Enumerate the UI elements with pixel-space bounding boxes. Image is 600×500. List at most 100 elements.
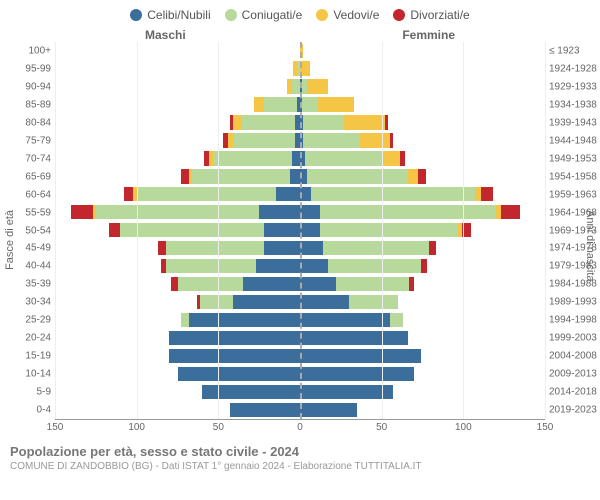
bar-segment xyxy=(303,115,344,129)
birth-year-label: 1954-1958 xyxy=(549,171,600,182)
legend-label: Vedovi/e xyxy=(333,8,379,22)
bar-segment xyxy=(360,133,389,147)
x-tick-label: 150 xyxy=(47,422,64,433)
bar-segment xyxy=(166,259,256,273)
age-band-label: 75-79 xyxy=(15,135,51,146)
age-band-label: 30-34 xyxy=(15,297,51,308)
bar-segment xyxy=(71,205,92,219)
legend-swatch xyxy=(130,9,142,21)
bar-segment xyxy=(292,151,300,165)
male-half xyxy=(55,114,300,132)
bar-segment xyxy=(233,133,295,147)
bar-segment xyxy=(233,115,241,129)
age-band-label: 50-54 xyxy=(15,225,51,236)
female-half xyxy=(300,168,545,186)
bar-segment xyxy=(300,277,336,291)
age-band-label: 65-69 xyxy=(15,171,51,182)
age-band-label: 25-29 xyxy=(15,315,51,326)
bar-segment xyxy=(254,97,264,111)
male-half xyxy=(55,60,300,78)
bar-segment xyxy=(408,169,418,183)
female-half xyxy=(300,239,545,257)
bar-segment xyxy=(300,313,390,327)
bar-segment xyxy=(320,223,459,237)
bar-segment xyxy=(158,241,166,255)
female-title: Femmine xyxy=(402,28,455,42)
male-half xyxy=(55,168,300,186)
bar-segment xyxy=(202,385,300,399)
bar-segment xyxy=(418,169,426,183)
gridline xyxy=(545,42,546,419)
bar-segment xyxy=(344,115,385,129)
age-band-label: 10-14 xyxy=(15,369,51,380)
bar-segment xyxy=(233,295,300,309)
birth-year-label: 1934-1938 xyxy=(549,99,600,110)
bar-segment xyxy=(120,223,264,237)
bar-segment xyxy=(96,205,259,219)
bar-segment xyxy=(300,259,328,273)
x-axis: 15010050050100150 xyxy=(55,420,545,438)
bar-segment xyxy=(189,313,300,327)
x-tick-label: 100 xyxy=(455,422,472,433)
legend: Celibi/NubiliConiugati/eVedovi/eDivorzia… xyxy=(0,8,600,22)
age-band-label: 5-9 xyxy=(15,387,51,398)
bar-segment xyxy=(305,151,383,165)
bar-segment xyxy=(318,97,354,111)
birth-year-label: 2014-2018 xyxy=(549,387,600,398)
bar-segment xyxy=(307,79,328,93)
bar-segment xyxy=(178,367,301,381)
bar-segment xyxy=(300,349,421,363)
bar-segment xyxy=(320,205,496,219)
birth-year-label: 1969-1973 xyxy=(549,225,600,236)
footer-title: Popolazione per età, sesso e stato civil… xyxy=(10,444,590,459)
bar-segment xyxy=(109,223,120,237)
bar-segment xyxy=(429,241,436,255)
birth-year-label: 1994-1998 xyxy=(549,315,600,326)
male-half xyxy=(55,383,300,401)
female-half xyxy=(300,365,545,383)
male-title: Maschi xyxy=(145,28,186,42)
age-band-label: 55-59 xyxy=(15,207,51,218)
legend-item: Coniugati/e xyxy=(225,8,303,22)
bar-segment xyxy=(300,331,408,345)
bar-segment xyxy=(303,133,360,147)
male-half xyxy=(55,78,300,96)
female-half xyxy=(300,347,545,365)
x-tick-label: 100 xyxy=(128,422,145,433)
male-half xyxy=(55,275,300,293)
bar-segment xyxy=(169,349,300,363)
birth-year-label: 1989-1993 xyxy=(549,297,600,308)
birth-year-label: 1939-1943 xyxy=(549,117,600,128)
age-band-label: 20-24 xyxy=(15,333,51,344)
female-half xyxy=(300,293,545,311)
female-half xyxy=(300,401,545,419)
gridline xyxy=(463,42,464,419)
bar-segment xyxy=(292,79,300,93)
gridline xyxy=(382,42,383,419)
bar-segment xyxy=(300,241,323,255)
bar-segment xyxy=(300,295,349,309)
bar-segment xyxy=(328,259,421,273)
birth-year-label: 1964-1968 xyxy=(549,207,600,218)
female-half xyxy=(300,42,545,60)
birth-year-label: 1949-1953 xyxy=(549,153,600,164)
bar-segment xyxy=(166,241,264,255)
plot-area: 100+≤ 192395-991924-192890-941929-193385… xyxy=(55,42,545,420)
bar-segment xyxy=(259,205,300,219)
legend-label: Coniugati/e xyxy=(242,8,303,22)
bar-segment xyxy=(501,205,521,219)
bar-segment xyxy=(385,115,388,129)
birth-year-label: 1984-1988 xyxy=(549,279,600,290)
bar-segment xyxy=(181,169,189,183)
bar-segment xyxy=(300,223,320,237)
birth-year-label: 1999-2003 xyxy=(549,333,600,344)
gridline xyxy=(55,42,56,419)
male-half xyxy=(55,204,300,222)
male-half xyxy=(55,186,300,204)
female-half xyxy=(300,383,545,401)
age-band-label: 60-64 xyxy=(15,189,51,200)
birth-year-label: 1924-1928 xyxy=(549,63,600,74)
bar-segment xyxy=(169,331,300,345)
birth-year-label: 1944-1948 xyxy=(549,135,600,146)
male-half xyxy=(55,365,300,383)
